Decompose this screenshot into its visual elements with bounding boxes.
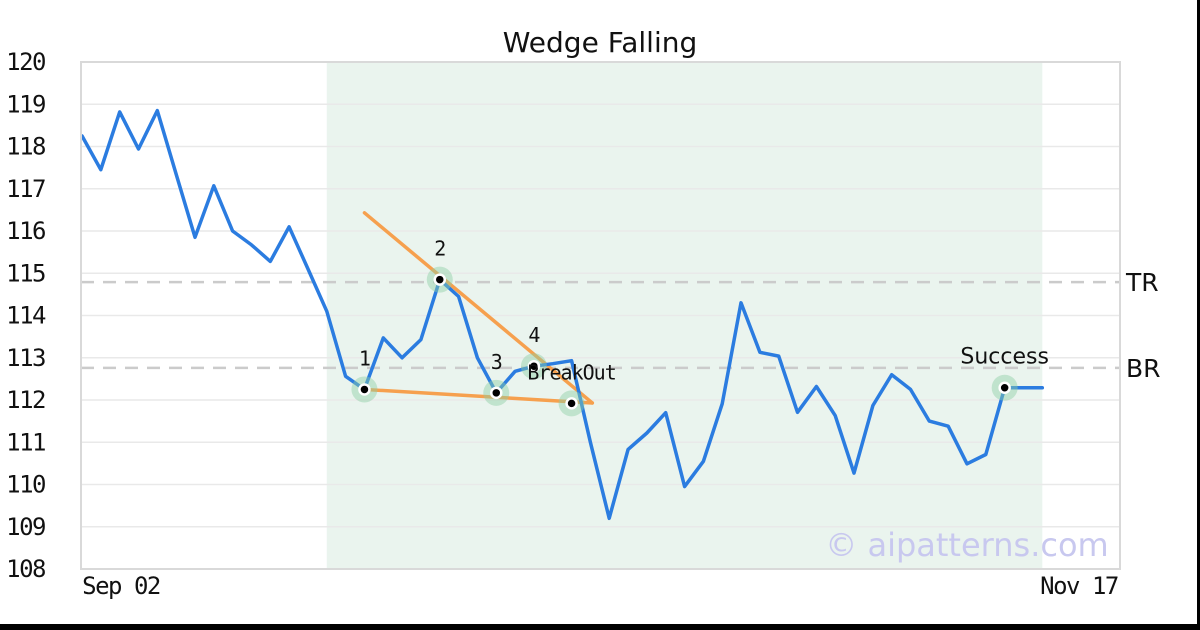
y-tick-label: 109 — [6, 513, 45, 541]
image-border-bottom — [0, 624, 1200, 630]
price-line — [80, 108, 1045, 521]
level-label-tr: TR — [1125, 268, 1159, 297]
y-tick-label: 108 — [6, 555, 45, 583]
wedge-point-3-label: 3 — [491, 350, 502, 374]
wedge-point-2-label: 2 — [434, 237, 445, 261]
y-tick-label: 110 — [6, 471, 45, 499]
marker-layer — [351, 266, 1018, 417]
y-tick-label: 112 — [6, 386, 45, 414]
breakout-point-label: BreakOut — [527, 360, 615, 384]
y-tick-label: 114 — [6, 302, 46, 330]
y-tick-label: 113 — [6, 344, 45, 372]
wedge-point-3-dot — [490, 386, 503, 400]
gridline-layer — [81, 103, 1120, 528]
x-axis-label-start: Sep 02 — [82, 572, 160, 600]
level-label-br: BR — [1126, 354, 1161, 383]
y-tick-label: 115 — [6, 259, 45, 287]
annotation-label-layer: 1 2 3 4 BreakOut Success — [359, 237, 1049, 385]
wedge-point-4-label: 4 — [528, 323, 540, 347]
price-line-layer — [80, 108, 1045, 521]
y-tick-label: 120 — [6, 48, 45, 76]
y-tick-label: 118 — [6, 133, 45, 161]
success-point-dot — [998, 381, 1011, 394]
plot-border — [80, 61, 1121, 570]
trendline-layer — [362, 211, 595, 405]
wedge-point-2-dot — [433, 273, 447, 286]
chart-title: Wedge Falling — [503, 26, 698, 59]
y-tick-label: 116 — [6, 217, 45, 245]
x-axis-label-end: Nov 17 — [1040, 572, 1118, 600]
y-tick-label: 117 — [6, 175, 45, 203]
image-border-right — [1197, 0, 1200, 630]
y-tick-label: 119 — [6, 90, 45, 118]
watermark: © aipatterns.com — [825, 526, 1108, 564]
wedge-point-4-dot — [527, 359, 541, 373]
breakout-point-dot — [565, 397, 578, 410]
trendline-lower — [362, 387, 595, 405]
wedge-point-1-label: 1 — [359, 346, 370, 370]
trendline-upper — [362, 211, 595, 405]
wedge-point-1-dot — [358, 383, 371, 396]
success-point-label: Success — [960, 345, 1049, 370]
level-line-layer: TR BR — [81, 268, 1161, 383]
y-tick-label: 111 — [6, 428, 45, 456]
y-axis-tick-labels: 120 119 118 117 116 115 114 113 112 111 110 109 108 — [6, 48, 47, 583]
